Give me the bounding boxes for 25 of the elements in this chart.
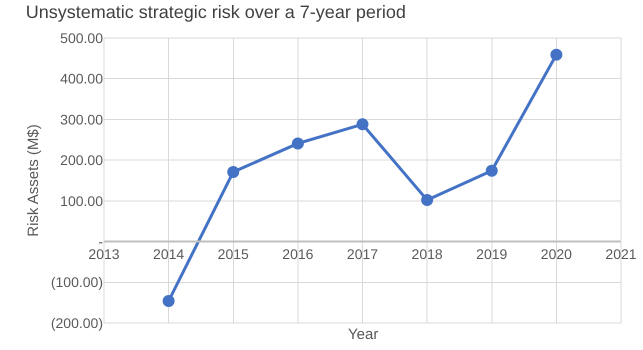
y-tick-label: (100.00): [50, 274, 103, 290]
point: [162, 295, 175, 308]
point: [356, 118, 368, 130]
x-tick-label: 2019: [476, 246, 508, 262]
y-tick-label: 300.00: [60, 111, 104, 128]
x-axis-title: Year: [348, 326, 378, 343]
point: [486, 164, 498, 177]
point: [550, 48, 562, 61]
point: [227, 166, 240, 178]
y-tick-label: 100.00: [60, 192, 104, 209]
y-tick-label: 200.00: [60, 152, 104, 168]
y-tick-label: (200.00): [50, 314, 103, 331]
y-axis-title: Risk Assets (M$): [25, 124, 42, 237]
point: [421, 194, 434, 206]
x-tick-label: 2021: [605, 246, 637, 262]
x-tick-label: 2017: [346, 246, 378, 262]
point: [292, 137, 304, 150]
x-tick-label: 2015: [218, 246, 250, 262]
chart-title: Unsystematic strategic risk over a 7-year period: [26, 2, 406, 22]
x-tick-label: 2014: [153, 246, 184, 262]
x-tick-label: 2020: [540, 246, 572, 262]
y-tick-label: 500.00: [60, 30, 104, 46]
x-tick-label: 2018: [412, 246, 443, 262]
x-tick-label: 2016: [282, 246, 314, 262]
y-tick-label: 400.00: [60, 70, 104, 87]
